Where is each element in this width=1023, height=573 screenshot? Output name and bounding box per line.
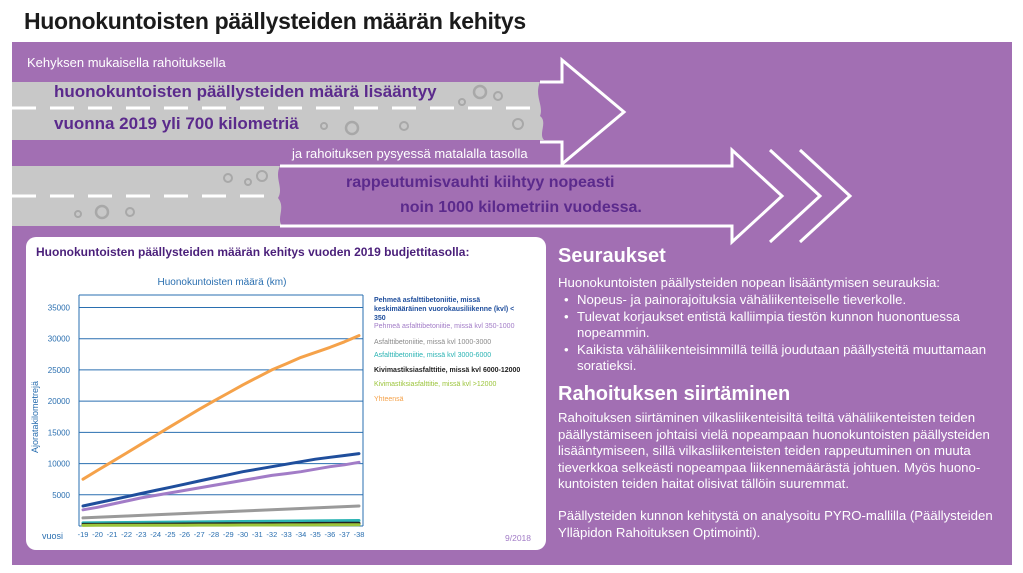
- y-tick-label: 15000: [48, 428, 71, 437]
- pothole-icon: [74, 210, 82, 218]
- y-tick-label: 10000: [48, 460, 71, 469]
- pothole-icon: [399, 121, 409, 131]
- x-tick-label: -34: [295, 530, 306, 539]
- y-tick-label: 20000: [48, 397, 71, 406]
- transfer-paragraph-2: Päällysteiden kunnon kehitystä on analys…: [558, 508, 993, 540]
- x-tick-label: -33: [281, 530, 292, 539]
- line-chart: 5000 10000 15000 20000 25000 30000 35000 -19 -20…: [30, 277, 531, 543]
- x-tick-label: -27: [194, 530, 205, 539]
- pothole-icon: [320, 122, 328, 130]
- road-arrows-graphic: [12, 56, 853, 246]
- pothole-icon: [125, 207, 135, 217]
- pothole-icon: [512, 118, 524, 130]
- consequences-list: Nopeus- ja painorajoituksia vähäliikente…: [558, 292, 988, 375]
- pothole-icon: [458, 98, 466, 106]
- arrow-1-outline: [540, 56, 627, 168]
- list-item: Nopeus- ja painorajoituksia vähäliikente…: [558, 292, 988, 309]
- pothole-icon: [256, 170, 268, 182]
- consequences-heading: Seuraukset: [558, 245, 666, 267]
- legend-entry: Pehmeä asfalttibetoniitie, missä keskimää…: [374, 297, 514, 322]
- x-tick-label: -32: [266, 530, 277, 539]
- road-2-caption: ja rahoituksen pysyessä matalalla tasoll…: [292, 146, 528, 161]
- arrow-2-outline: [280, 146, 785, 246]
- x-tick-label: -31: [252, 530, 263, 539]
- legend-entry: Asfalttibetoniitie, missä kvl 1000-3000: [374, 339, 491, 346]
- page-title: Huonokuntoisten päällysteiden määrän keh…: [24, 8, 526, 34]
- list-item: Tulevat korjaukset entistä kalliimpia ti…: [558, 309, 988, 342]
- x-tick-label: -26: [179, 530, 190, 539]
- road-1-line-2: vuonna 2019 yli 700 kilometriä: [54, 114, 299, 133]
- legend-entry: Asfalttibetoniitie, missä kvl 3000-6000: [374, 352, 491, 359]
- pothole-icon: [244, 178, 252, 186]
- road-2-line-1: rappeutumisvauhti kiihtyy nopeasti: [346, 174, 615, 191]
- chevron-right-icon: [798, 148, 853, 244]
- y-tick-label: 25000: [48, 366, 71, 375]
- road-1-grey: [12, 82, 544, 140]
- x-tick-label: -37: [339, 530, 350, 539]
- chart-title: Huonokuntoisten päällysteiden määrän keh…: [36, 245, 470, 259]
- series-line: [81, 519, 361, 525]
- legend-entry: Kivimastiksiasfalttitie, missä kvl >1200…: [374, 381, 496, 388]
- pothole-icon: [493, 91, 503, 101]
- y-axis-label: Ajoratakilometrejä: [30, 381, 40, 453]
- chart-subtitle: Huonokuntoisten määrä (km): [158, 277, 287, 288]
- x-tick-label: -29: [223, 530, 234, 539]
- pothole-icon: [344, 120, 360, 136]
- y-tick-label: 30000: [48, 335, 71, 344]
- series-line: [81, 334, 361, 481]
- pothole-icon: [472, 84, 488, 100]
- x-tick-label: -35: [310, 530, 321, 539]
- x-tick-label: -30: [237, 530, 248, 539]
- consequences-intro: Huonokuntoisten päällysteiden nopean lis…: [558, 275, 940, 290]
- x-tick-label: -24: [150, 530, 161, 539]
- date-note: 9/2018: [505, 533, 531, 543]
- chart-card: Huonokuntoisten päällysteiden määrän keh…: [26, 237, 546, 550]
- series-line: [81, 460, 361, 512]
- transfer-paragraph-1: Rahoituksen siirtäminen vilkasliikenteis…: [558, 410, 990, 491]
- road-1-line-1: huonokuntoisten päällysteiden määrä lisä…: [54, 82, 437, 101]
- x-tick-label: -20: [92, 530, 103, 539]
- series-line: [81, 523, 361, 527]
- road-1-caption: Kehyksen mukaisella rahoituksella: [27, 55, 226, 70]
- transfer-heading: Rahoituksen siirtäminen: [558, 383, 791, 405]
- y-tick-label: 35000: [48, 303, 71, 312]
- series-line: [81, 504, 361, 520]
- y-tick-label: 5000: [52, 491, 70, 500]
- legend-entry: Pehmeä asfalttibetoniitie, missä kvl 350…: [374, 323, 515, 330]
- chevron-right-icon: [768, 148, 823, 244]
- x-tick-label: -21: [107, 530, 118, 539]
- x-tick-label: -22: [121, 530, 132, 539]
- x-tick-label: -38: [354, 530, 365, 539]
- list-item: Kaikista vähäliikenteisimmillä teillä jo…: [558, 342, 988, 375]
- x-tick-label: -36: [325, 530, 336, 539]
- x-tick-label: -19: [78, 530, 89, 539]
- pothole-icon: [223, 173, 233, 183]
- x-tick-label: -28: [208, 530, 219, 539]
- road-2-line-2: noin 1000 kilometriin vuodessa.: [400, 199, 642, 216]
- legend-entry: Yhteensä: [374, 396, 404, 403]
- series-line: [81, 452, 361, 508]
- x-tick-label: -25: [165, 530, 176, 539]
- pothole-icon: [94, 204, 110, 220]
- x-axis-label: vuosi: [42, 531, 63, 541]
- legend-entry: Kivimastiksiasfalttitie, missä kvl 6000-…: [374, 367, 520, 374]
- x-tick-label: -23: [136, 530, 147, 539]
